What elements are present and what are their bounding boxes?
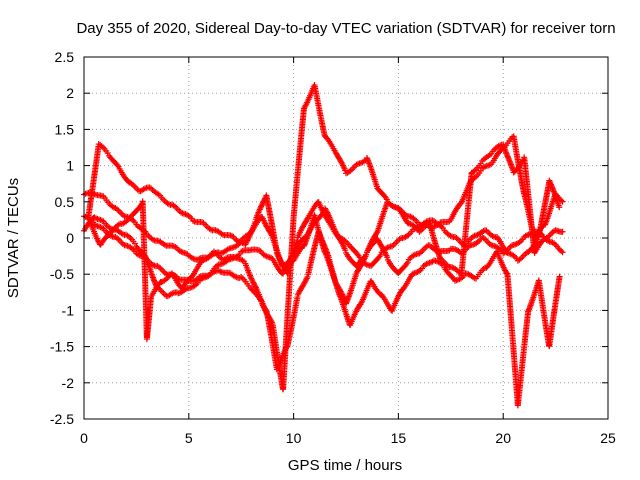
data-point: [257, 205, 264, 212]
x-tick-label: 0: [80, 430, 88, 446]
data-point: [249, 278, 256, 285]
y-tick-label: 0: [66, 230, 74, 246]
x-tick-label: 25: [600, 430, 616, 446]
data-point: [242, 241, 249, 248]
data-point: [373, 229, 380, 236]
x-axis-label: GPS time / hours: [288, 457, 402, 474]
data-point: [342, 247, 349, 254]
y-tick-label: 1: [66, 158, 74, 174]
data-point: [245, 234, 252, 241]
x-tick-label: 10: [286, 430, 302, 446]
data-point: [556, 273, 563, 280]
x-tick-label: 20: [495, 430, 511, 446]
data-point: [248, 276, 255, 283]
data-point: [559, 198, 566, 205]
data-points: [81, 82, 566, 409]
y-tick-label: 2.5: [55, 49, 75, 65]
data-point: [558, 248, 565, 255]
data-point: [250, 279, 257, 286]
x-tick-label: 15: [391, 430, 407, 446]
data-point: [556, 204, 563, 211]
data-point: [252, 219, 259, 226]
data-point: [259, 200, 266, 207]
series-track-5: [85, 141, 563, 277]
x-tick-label: 5: [185, 430, 193, 446]
data-point: [114, 162, 121, 169]
data-point: [244, 237, 251, 244]
data-point: [356, 254, 363, 261]
data-point: [245, 236, 252, 243]
y-tick-label: 0.5: [55, 194, 75, 210]
data-point: [250, 280, 257, 287]
data-point: [559, 249, 566, 256]
y-axis-label: SDTVAR / TECUs: [5, 178, 22, 298]
y-tick-label: 2: [66, 85, 74, 101]
data-point: [258, 203, 265, 210]
series-track-4: [87, 198, 563, 409]
data-point: [404, 259, 411, 266]
y-tick-label: -0.5: [50, 266, 74, 282]
data-point: [384, 254, 391, 261]
data-point: [362, 251, 369, 258]
y-tick-label: -2: [62, 375, 75, 391]
data-point: [246, 233, 253, 240]
chart-title: Day 355 of 2020, Sidereal Day-to-day VTE…: [76, 20, 615, 37]
y-tick-label: 1.5: [55, 121, 75, 137]
y-tick-label: -2.5: [50, 411, 74, 427]
data-point: [258, 202, 265, 209]
data-point: [377, 251, 384, 258]
y-tick-label: -1: [62, 302, 75, 318]
data-point: [243, 238, 250, 245]
data-point: [559, 228, 566, 235]
y-tick-label: -1.5: [50, 339, 74, 355]
data-point: [243, 240, 250, 247]
data-point: [534, 236, 541, 243]
axis-ticks: 0 5 10 15 20 25 -2.5 -2 -1.5 -1 -0.5 0 0.5 1 1.5 2 2.5: [50, 49, 616, 446]
data-point: [304, 215, 311, 222]
